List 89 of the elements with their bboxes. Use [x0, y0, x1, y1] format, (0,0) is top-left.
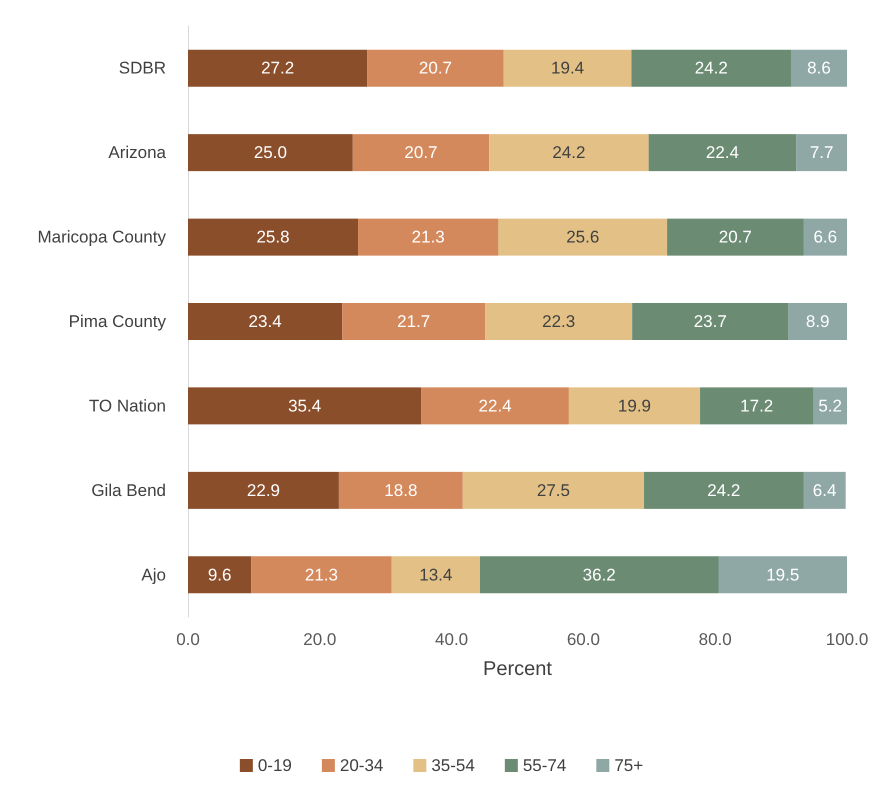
- bar: [498, 218, 668, 256]
- data-label: 7.7: [810, 143, 834, 162]
- y-tick-label: Arizona: [108, 143, 167, 162]
- data-label: 36.2: [582, 565, 616, 584]
- y-tick-label: SDBR: [118, 58, 166, 78]
- x-axis-title: Percent: [483, 658, 552, 680]
- bar: [644, 472, 804, 509]
- data-label: 20.7: [718, 228, 752, 247]
- bar: [700, 387, 814, 424]
- x-tick-label: 60.0: [566, 630, 600, 649]
- bar: [796, 134, 847, 172]
- data-label: 19.9: [618, 396, 652, 416]
- data-label: 5.2: [818, 396, 842, 416]
- bar: [342, 303, 486, 340]
- data-label: 24.2: [694, 58, 728, 78]
- bar: [568, 387, 700, 424]
- legend-label: 35-54: [431, 756, 475, 775]
- bar: [648, 134, 796, 172]
- x-tick-label: 40.0: [435, 630, 468, 649]
- bar: [338, 472, 463, 509]
- data-label: 6.4: [812, 480, 836, 500]
- bar: [392, 556, 480, 594]
- data-label: 23.7: [694, 312, 727, 331]
- bar: [421, 387, 569, 424]
- data-label: 23.4: [248, 312, 282, 331]
- data-label: 17.2: [740, 396, 774, 416]
- bar: [358, 218, 498, 256]
- bar: [188, 556, 252, 594]
- bar: [352, 134, 490, 172]
- x-tick-label: 0.0: [176, 630, 200, 649]
- data-label: 21.7: [397, 312, 430, 331]
- y-tick-label: TO Nation: [88, 396, 166, 416]
- x-tick-label: 80.0: [698, 630, 732, 649]
- data-label: 22.9: [246, 480, 280, 500]
- bar: [188, 218, 358, 256]
- data-label: 18.8: [384, 480, 418, 500]
- legend-label: 20-34: [340, 756, 384, 775]
- data-label: 8.6: [807, 58, 831, 78]
- data-label: 27.2: [261, 58, 294, 78]
- x-tick-label: 100.0: [826, 630, 868, 649]
- data-label: 21.3: [304, 565, 338, 584]
- y-tick-label: Ajo: [141, 565, 166, 584]
- bar: [788, 303, 847, 340]
- bar: [790, 50, 847, 87]
- data-label: 24.2: [707, 480, 740, 500]
- data-label: 25.6: [566, 228, 600, 247]
- bar: [489, 134, 649, 172]
- data-label: 9.6: [208, 565, 232, 584]
- bar: [188, 472, 339, 509]
- x-tick-label: 20.0: [303, 630, 336, 649]
- data-label: 13.4: [419, 565, 452, 584]
- data-label: 35.4: [288, 396, 322, 416]
- bar: [188, 303, 342, 340]
- y-tick-label: Pima County: [68, 312, 166, 331]
- data-label: 20.7: [404, 143, 438, 162]
- bar: [188, 134, 353, 172]
- data-label: 22.4: [478, 396, 512, 416]
- bar: [485, 303, 632, 340]
- bar: [480, 556, 718, 594]
- data-label: 21.3: [412, 228, 445, 247]
- data-label: 6.6: [813, 228, 838, 247]
- legend-label: 75+: [614, 756, 644, 775]
- data-label: 22.3: [542, 312, 576, 331]
- bar: [367, 50, 504, 87]
- data-label: 25.8: [256, 228, 290, 247]
- bar: [504, 50, 632, 87]
- legend-label: 55-74: [522, 756, 566, 775]
- bar: [718, 556, 847, 594]
- bar: [804, 472, 846, 509]
- bar: [188, 50, 368, 87]
- data-label: 27.5: [536, 480, 570, 500]
- data-label: 20.7: [418, 58, 452, 78]
- bar: [667, 218, 804, 256]
- bar: [804, 218, 847, 256]
- data-label: 24.2: [552, 143, 586, 162]
- bar: [462, 472, 644, 509]
- bar: [632, 50, 791, 87]
- y-tick-label: Maricopa County: [37, 228, 166, 247]
- data-label: 22.4: [706, 143, 739, 162]
- data-label: 8.9: [806, 312, 830, 331]
- bar: [632, 303, 788, 340]
- data-label: 25.0: [254, 143, 287, 162]
- bar: [251, 556, 392, 594]
- legend-label: 0-19: [258, 756, 292, 775]
- bar: [188, 387, 422, 424]
- data-label: 19.4: [551, 58, 584, 78]
- y-tick-label: Gila Bend: [91, 480, 166, 500]
- bar: [813, 387, 847, 424]
- data-label: 19.5: [766, 565, 800, 584]
